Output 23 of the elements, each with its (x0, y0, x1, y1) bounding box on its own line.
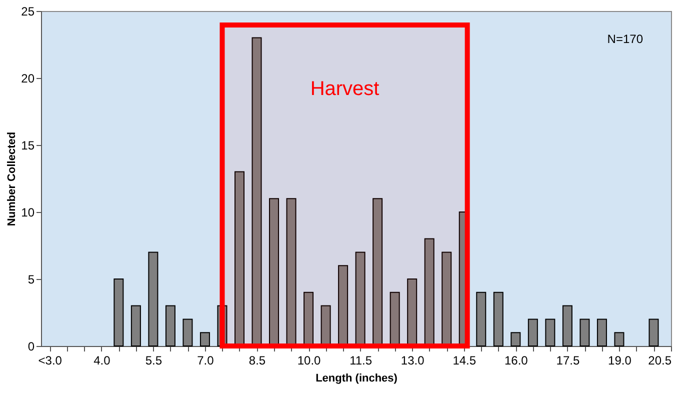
x-tick-label: 20.5 (648, 354, 672, 368)
y-tick-label: 20 (21, 72, 35, 86)
x-tick-label: 16.0 (504, 354, 528, 368)
y-axis-title: Number Collected (6, 132, 18, 226)
x-tick-label: 19.0 (608, 354, 632, 368)
band-label: Harvest (310, 78, 380, 100)
x-tick-label: 13.0 (400, 354, 425, 368)
x-axis-title: Length (inches) (316, 372, 398, 384)
y-tick-label: 5 (28, 272, 35, 286)
annotation: N=170 (607, 32, 644, 46)
x-tick-label: 11.5 (350, 354, 372, 368)
x-tick-label: 4.0 (94, 354, 111, 368)
x-tick-label: 14.5 (452, 354, 476, 368)
y-tick-label: 0 (28, 340, 35, 354)
y-tick-label: 25 (21, 4, 35, 18)
x-tick-label: 10.0 (297, 354, 322, 368)
x-tick-label: 7.0 (197, 354, 214, 368)
x-tick-label: 8.5 (248, 354, 266, 368)
x-tick-label: <3.0 (38, 354, 62, 368)
x-tick-label: 5.5 (145, 354, 162, 368)
x-tick-label: 17.5 (556, 354, 580, 368)
y-tick-label: 10 (21, 206, 35, 220)
y-tick-label: 15 (21, 138, 35, 152)
